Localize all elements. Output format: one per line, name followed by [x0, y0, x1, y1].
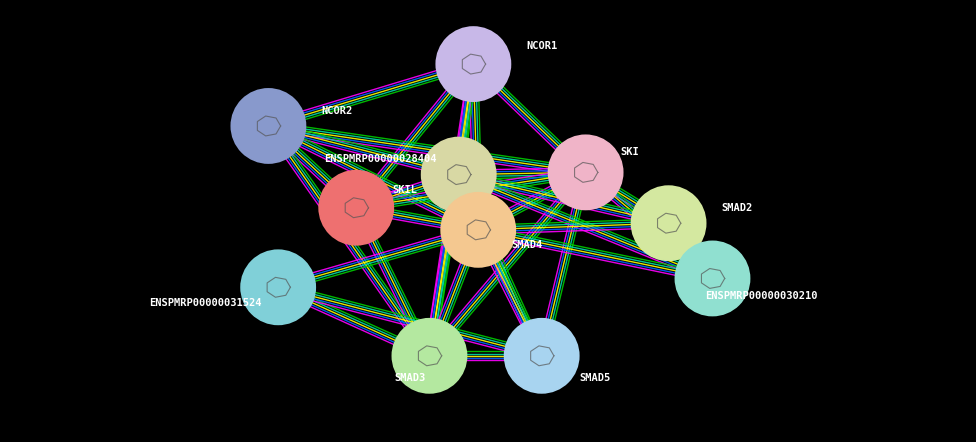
Text: SMAD3: SMAD3 — [394, 373, 426, 383]
Text: SMAD4: SMAD4 — [511, 240, 543, 250]
Ellipse shape — [241, 250, 315, 324]
Ellipse shape — [231, 89, 305, 163]
Ellipse shape — [436, 27, 510, 101]
Ellipse shape — [422, 137, 496, 212]
Ellipse shape — [441, 193, 515, 267]
Ellipse shape — [631, 186, 706, 260]
Ellipse shape — [392, 319, 467, 393]
Text: ENSPMRP00000031524: ENSPMRP00000031524 — [148, 298, 262, 308]
Text: SKI: SKI — [620, 148, 639, 157]
Ellipse shape — [549, 135, 623, 210]
Ellipse shape — [675, 241, 750, 316]
Text: SMAD5: SMAD5 — [580, 373, 611, 383]
Text: SKIL: SKIL — [392, 185, 418, 195]
Text: ENSPMRP00000030210: ENSPMRP00000030210 — [705, 291, 818, 301]
Text: SMAD2: SMAD2 — [721, 203, 752, 213]
Text: NCOR1: NCOR1 — [526, 42, 557, 51]
Ellipse shape — [319, 171, 393, 245]
Text: ENSPMRP00000028404: ENSPMRP00000028404 — [324, 154, 437, 164]
Text: NCOR2: NCOR2 — [321, 106, 352, 115]
Ellipse shape — [505, 319, 579, 393]
